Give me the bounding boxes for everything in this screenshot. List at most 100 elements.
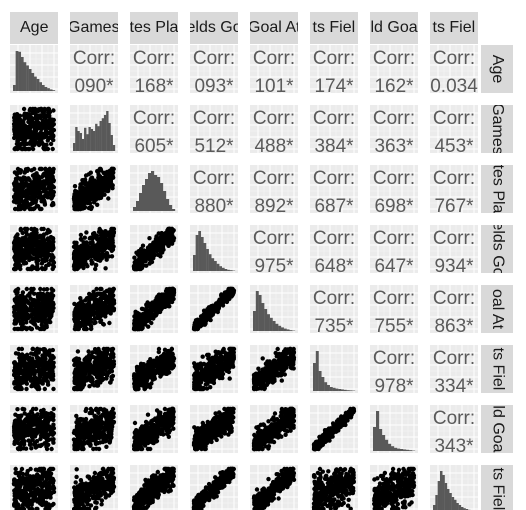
column-strip-4: elds Go [190, 12, 238, 44]
scatter-point [40, 381, 45, 386]
histogram-bar [219, 266, 223, 271]
scatter-point [32, 142, 37, 147]
scatter-point [16, 255, 22, 260]
scatter-point [45, 146, 51, 152]
scatter-point [43, 128, 49, 134]
scatter-point [160, 236, 165, 241]
panel-gridlines [310, 45, 358, 93]
scatter-point [88, 240, 93, 246]
scatter-point [157, 307, 162, 312]
scatter-point [43, 247, 49, 252]
column-strip-2: Games [70, 12, 118, 44]
scatter-point [43, 167, 48, 172]
scatter-point [15, 140, 20, 145]
scatter-point [78, 378, 83, 383]
scatter-point [100, 371, 105, 376]
correlation-value: 767* [434, 196, 474, 213]
scatter-point [152, 374, 157, 380]
scatter-point [36, 364, 41, 369]
scatter-point [45, 195, 50, 200]
scatter-panel [10, 345, 58, 393]
scatter-point [13, 385, 18, 391]
column-strip-1-label: Age [20, 19, 49, 36]
row-strip-2-label: Games [488, 105, 506, 153]
histogram-bar [206, 249, 209, 271]
histogram-bar [269, 317, 273, 331]
scatter-point [34, 353, 39, 359]
histogram-bar [52, 90, 56, 91]
scatter-point [25, 356, 31, 362]
panel-gridlines [430, 165, 478, 213]
scatter-point [155, 252, 161, 257]
scatter-point [44, 142, 49, 147]
correlation-value: 647* [374, 256, 414, 273]
scatter-point [23, 146, 29, 152]
scatter-point [30, 346, 35, 352]
scatter-point [208, 312, 213, 318]
correlation-panel: Corr: 090* [70, 45, 118, 93]
scatter-point [24, 386, 29, 392]
scatter-point [28, 190, 33, 195]
scatter-point [37, 139, 42, 145]
scatter-point [28, 326, 34, 332]
scatter-point [86, 349, 91, 354]
scatter-point [149, 320, 154, 326]
scatter-point [92, 301, 97, 306]
scatter-point [144, 383, 150, 388]
scatter-point [164, 297, 169, 303]
scatter-point [49, 191, 55, 196]
scatter-point [203, 316, 208, 321]
scatter-point [21, 363, 26, 368]
scatter-point [77, 199, 82, 204]
scatter-point [72, 386, 77, 391]
correlation-value: 0.034 [430, 76, 478, 93]
scatter-point [151, 256, 156, 261]
scatter-point [47, 316, 52, 321]
scatter-panel [10, 165, 58, 213]
correlation-value: 101* [254, 76, 294, 93]
histogram-bar [267, 314, 270, 331]
scatter-panel [70, 225, 118, 273]
scatter-point [39, 122, 44, 127]
correlation-label: Corr: [252, 168, 296, 189]
scatter-point [22, 312, 28, 317]
scatter-point [86, 309, 91, 314]
scatter-point [137, 379, 142, 384]
scatter-point [26, 251, 31, 256]
scatter-point [47, 311, 52, 316]
scatter-point [75, 386, 80, 392]
scatter-point [86, 376, 92, 381]
scatter-point [167, 232, 172, 237]
scatter-point [13, 183, 18, 189]
scatter-point [15, 232, 20, 237]
scatter-point [32, 368, 37, 374]
scatter-point [74, 356, 79, 361]
panel-gridlines [250, 225, 298, 273]
correlation-panel: Corr: 101* [250, 45, 298, 93]
scatter-point [13, 380, 18, 386]
scatter-point [13, 313, 18, 319]
scatter-point [206, 377, 211, 382]
scatter-point [211, 379, 216, 384]
scatter-point [156, 346, 162, 352]
row-strip-2: Games [481, 105, 513, 153]
scatter-point [33, 128, 39, 133]
scatter-point [92, 365, 97, 370]
scatter-point [82, 357, 87, 362]
scatter-point [36, 247, 41, 252]
scatter-point [84, 230, 89, 235]
scatter-point [43, 349, 48, 355]
scatter-point [92, 254, 97, 259]
scatter-point [157, 299, 163, 304]
scatter-point [147, 246, 152, 252]
scatter-point [14, 377, 19, 382]
scatter-point [156, 370, 161, 375]
scatter-point [100, 192, 105, 197]
scatter-point [43, 355, 48, 361]
scatter-point [100, 321, 106, 327]
scatter-point [203, 365, 209, 370]
scatter-point [73, 368, 79, 373]
scatter-point [89, 193, 94, 198]
scatter-point [50, 353, 55, 359]
histogram-bar [214, 261, 217, 271]
